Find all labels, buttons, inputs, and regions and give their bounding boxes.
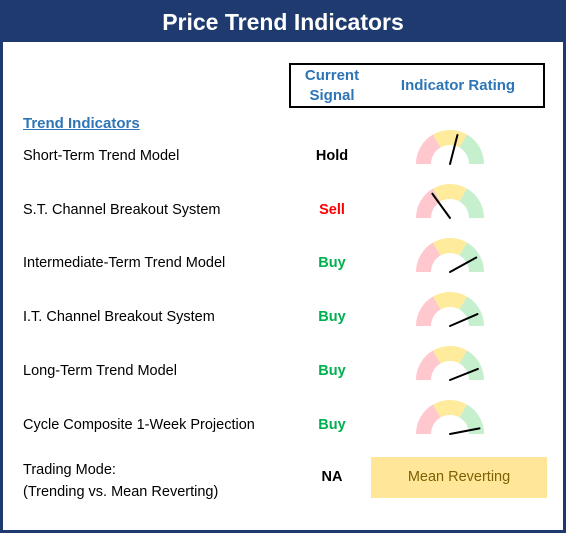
- gauge-segment-green: [459, 350, 484, 380]
- gauge-segment-green: [459, 296, 484, 326]
- indicator-label: Cycle Composite 1-Week Projection: [23, 417, 255, 433]
- indicator-label: Long-Term Trend Model: [23, 363, 177, 379]
- column-header-box: Current Signal Indicator Rating: [289, 63, 545, 108]
- current-signal-header-line1: Current: [304, 67, 360, 84]
- indicator-signal: Buy: [318, 363, 346, 379]
- current-signal-header-line2: Signal: [309, 87, 355, 104]
- gauge-segment-green: [459, 188, 484, 218]
- indicator-label: S.T. Channel Breakout System: [23, 202, 221, 218]
- page-title: Price Trend Indicators: [3, 3, 563, 42]
- gauge-segment-yellow: [433, 292, 467, 310]
- gauge-segment-yellow: [433, 238, 467, 256]
- indicator-label: Intermediate-Term Trend Model: [23, 255, 226, 271]
- rating-gauge: [416, 292, 484, 327]
- indicator-label: I.T. Channel Breakout System: [23, 309, 215, 325]
- trading-mode-rating: Mean Reverting: [371, 457, 547, 498]
- indicator-signal: Buy: [318, 309, 346, 325]
- gauge-segment-red: [416, 296, 441, 326]
- trading-mode-signal: NA: [321, 469, 343, 485]
- current-signal-header: Current Signal: [291, 65, 373, 107]
- trading-mode-label-line1: Trading Mode:: [23, 462, 116, 478]
- indicator-rating-header: Indicator Rating: [400, 77, 516, 94]
- gauge-needle: [449, 367, 479, 381]
- indicator-label: Short-Term Trend Model: [23, 148, 180, 164]
- gauge-needle: [431, 192, 451, 219]
- indicator-signal: Buy: [318, 417, 346, 433]
- section-title-trend-indicators: Trend Indicators: [23, 115, 140, 132]
- rating-gauge: [416, 184, 484, 219]
- rating-gauge: [416, 130, 484, 165]
- trading-mode-label: Trading Mode: (Trending vs. Mean Reverti…: [23, 459, 218, 503]
- gauge-segment-yellow: [433, 130, 467, 148]
- indicator-signal: Sell: [319, 202, 345, 218]
- indicator-signal: Hold: [315, 148, 349, 164]
- gauge-needle: [449, 133, 459, 165]
- gauge-needle: [449, 313, 479, 327]
- gauge-segment-yellow: [433, 184, 467, 202]
- gauge-segment-green: [459, 134, 484, 164]
- gauge-segment-red: [416, 242, 441, 272]
- rating-gauge: [416, 400, 484, 435]
- gauge-segment-green: [459, 404, 484, 434]
- gauge-needle: [449, 256, 478, 273]
- gauge-segment-red: [416, 404, 441, 434]
- gauge-segment-yellow: [433, 346, 467, 364]
- gauge-segment-yellow: [433, 400, 467, 418]
- trading-mode-label-line2: (Trending vs. Mean Reverting): [23, 484, 219, 500]
- gauge-segment-red: [416, 134, 441, 164]
- rating-gauge: [416, 346, 484, 381]
- gauge-segment-green: [459, 242, 484, 272]
- gauge-segment-red: [416, 350, 441, 380]
- rating-gauge: [416, 238, 484, 273]
- indicator-signal: Buy: [318, 255, 346, 271]
- gauge-needle: [449, 427, 481, 435]
